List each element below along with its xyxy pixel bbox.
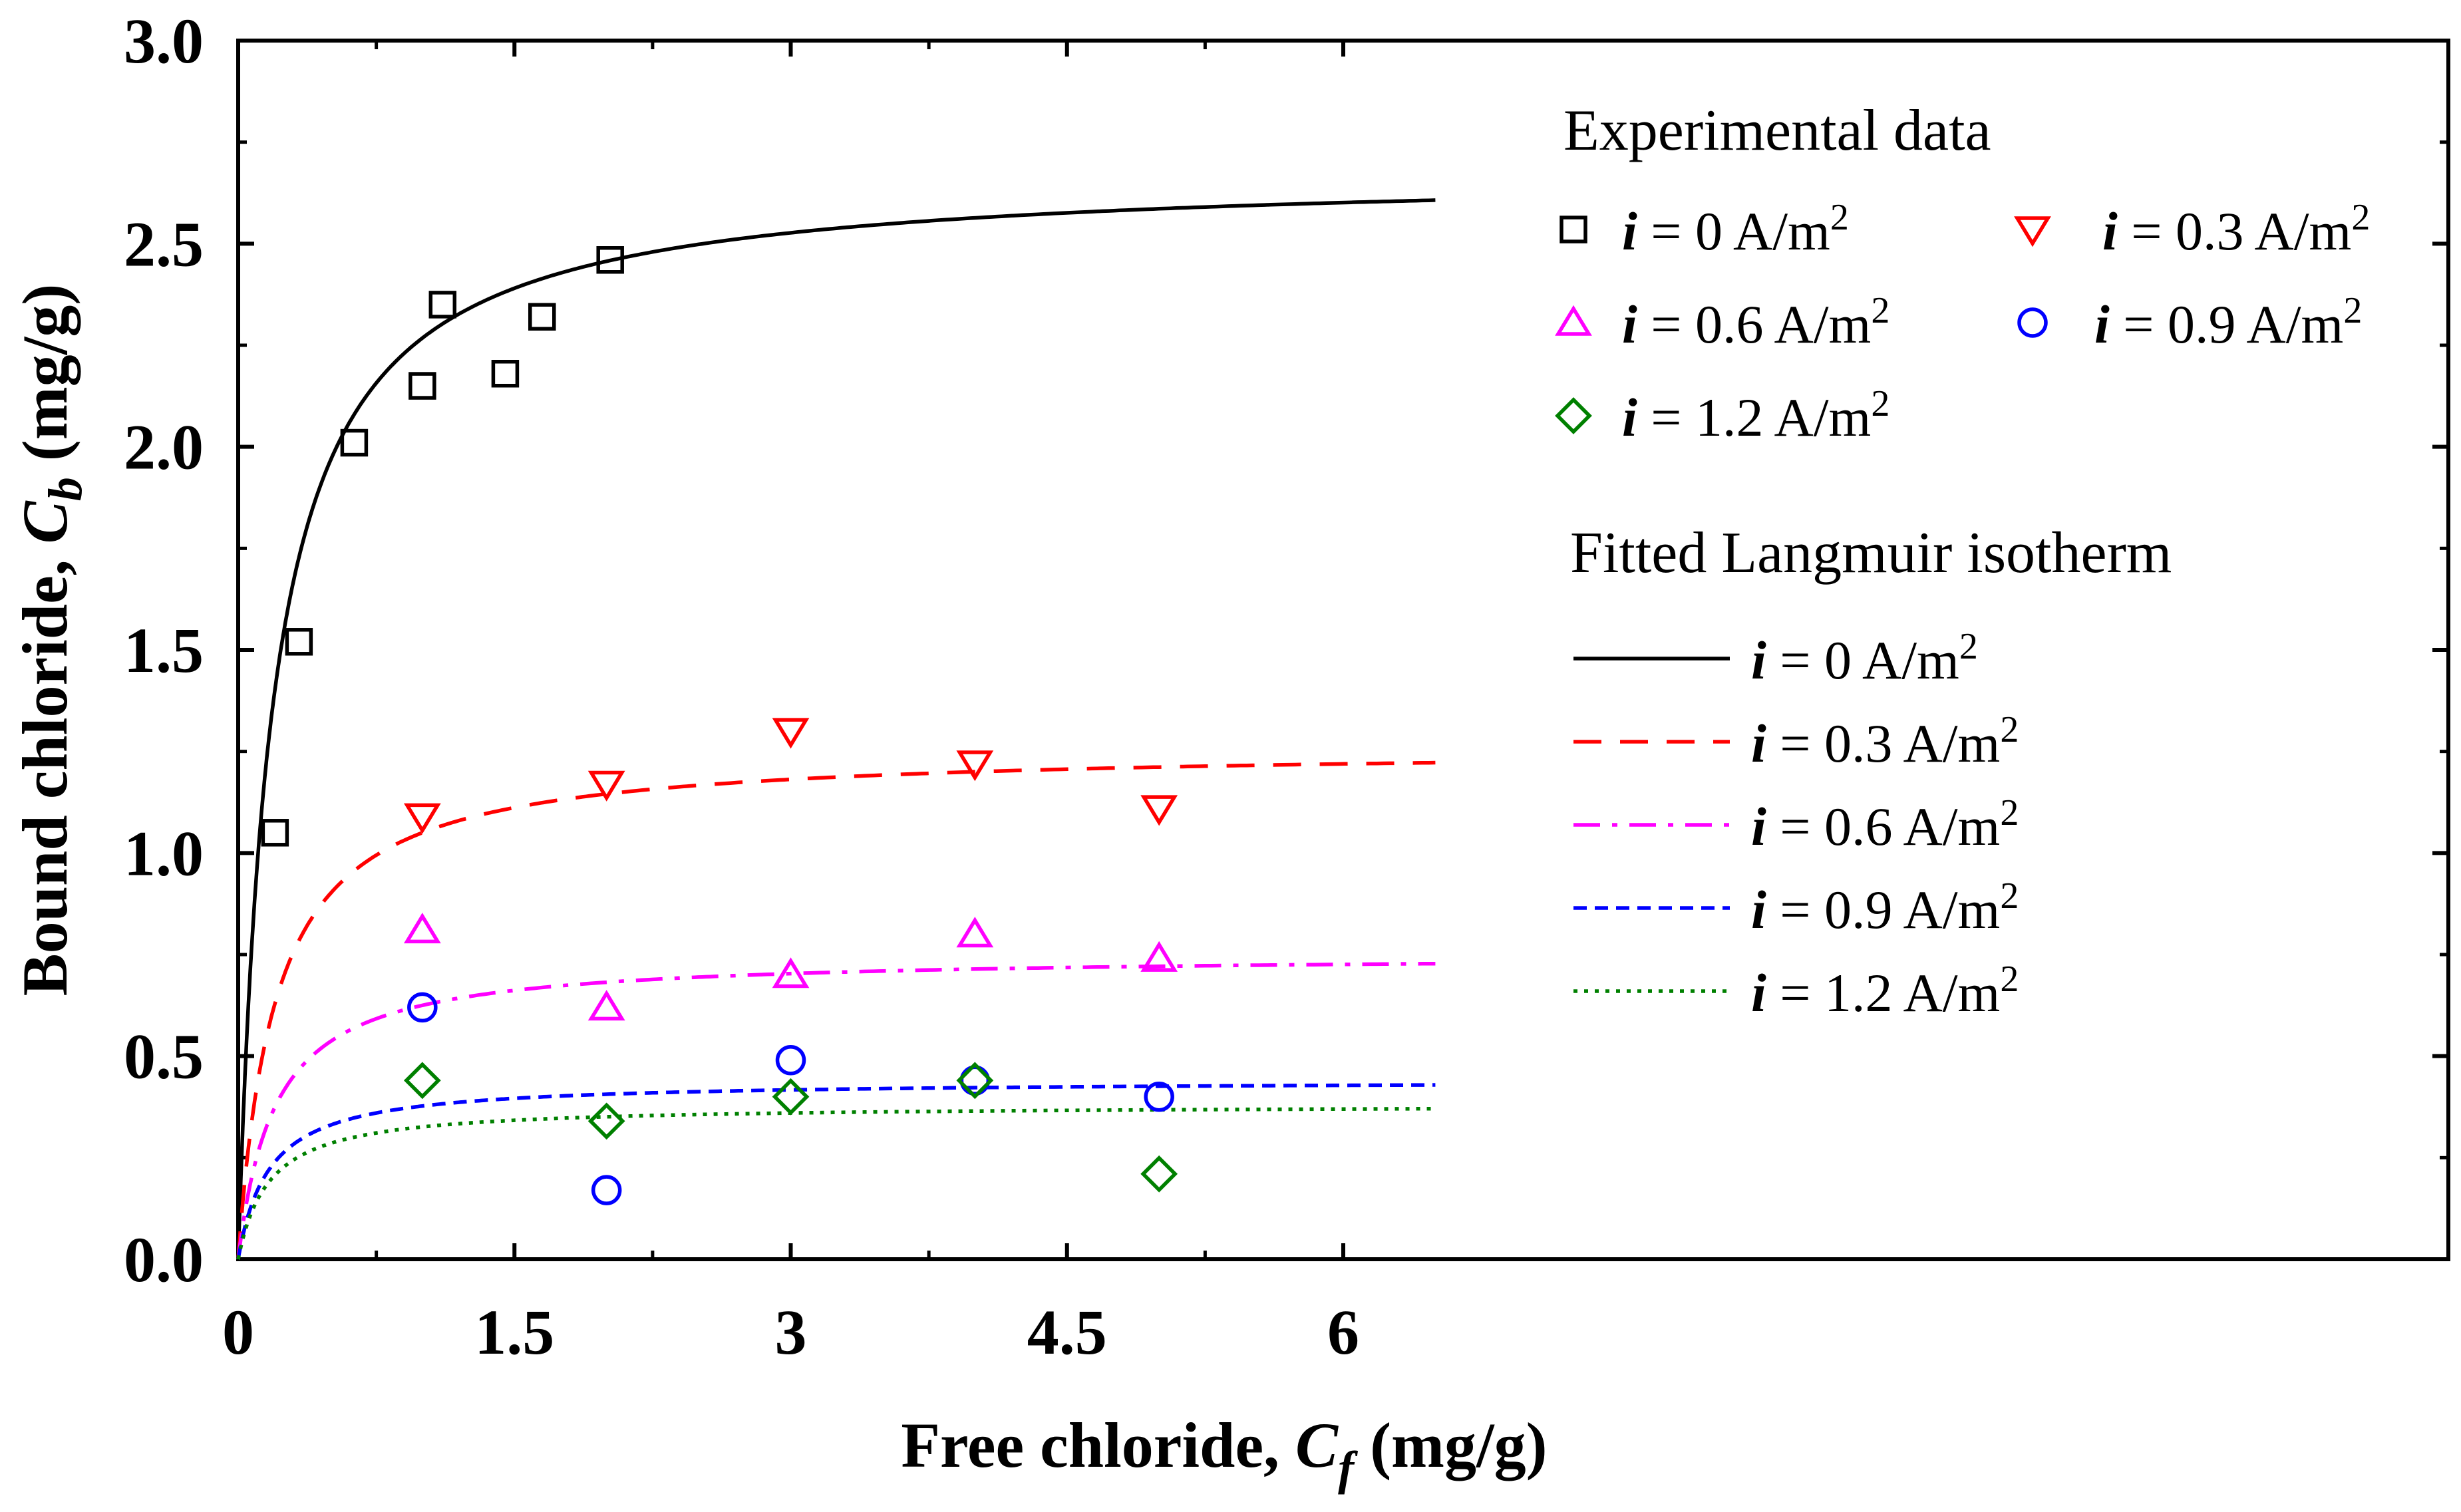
data-point-i-1.2 <box>772 1078 810 1116</box>
y-tick-label: 2.0 <box>124 412 204 483</box>
x-tick-label: 0 <box>222 1296 254 1368</box>
fit-line-i-0.3 <box>236 760 1436 1260</box>
legend-marker-i-1.2 <box>1555 397 1592 434</box>
y-tick-label: 2.5 <box>124 208 204 279</box>
data-point-i-1.2 <box>956 1062 994 1100</box>
legend-fit-label-i-0.9: i = 0.9 A/m2 <box>1751 875 2019 940</box>
data-point-i-0.3 <box>772 718 810 749</box>
data-point-i-0.6 <box>956 917 994 948</box>
data-point-i-0.6 <box>1140 941 1178 972</box>
data-point-i-1.2 <box>403 1062 441 1100</box>
data-point-i-0.3 <box>1140 795 1178 826</box>
data-point-i-0.9 <box>775 1045 806 1076</box>
data-point-i-0.6 <box>772 957 810 988</box>
data-point-i-0 <box>428 291 457 319</box>
data-point-i-0 <box>409 372 436 400</box>
legend-label-i-0: i = 0 A/m2 <box>1622 197 1849 261</box>
data-point-i-0.9 <box>959 1065 991 1096</box>
data-point-i-0.9 <box>591 1175 622 1205</box>
x-tick-label: 6 <box>1327 1296 1359 1368</box>
data-point-i-0.9 <box>1144 1081 1174 1112</box>
y-axis-label: Bound chloride, Cb (mg/g) <box>9 284 92 996</box>
data-point-i-0.3 <box>956 750 994 782</box>
data-point-i-0.3 <box>403 803 441 834</box>
axis-ticks <box>236 39 2448 1261</box>
legend-label-i-0.6: i = 0.6 A/m2 <box>1622 290 1889 355</box>
fit-line-i-0 <box>236 198 1436 1259</box>
x-axis-label: Free chloride, Cf (mg/g) <box>901 1410 1547 1495</box>
legend-label-i-0.3: i = 0.3 A/m2 <box>2102 197 2370 261</box>
data-point-i-0 <box>596 246 624 274</box>
data-point-i-0 <box>491 359 520 388</box>
legend: Experimental data i = 0 A/m2 i = 0.3 A/m2… <box>1555 98 2370 1023</box>
x-tick-label: 1.5 <box>474 1296 554 1368</box>
fit-line-i-0.9 <box>236 1083 1436 1261</box>
fit-lines <box>236 198 1436 1261</box>
y-tick-label: 0.0 <box>124 1224 204 1295</box>
data-point-i-0.9 <box>407 992 438 1023</box>
legend-marker-i-0 <box>1559 216 1587 243</box>
data-point-i-0 <box>261 819 289 847</box>
y-tick-label: 1.5 <box>124 615 204 686</box>
y-tick-label: 0.5 <box>124 1021 204 1092</box>
data-point-i-0 <box>285 628 313 656</box>
data-markers <box>261 246 1178 1205</box>
legend-fit-label-i-0.6: i = 0.6 A/m2 <box>1751 792 2019 857</box>
axis-tick-labels: 0 1.5 3 4.5 6 0.0 0.5 1.0 1.5 2.0 2.5 3.0 <box>124 5 1359 1368</box>
legend-experimental-entries: i = 0 A/m2 i = 0.3 A/m2 i = 0.6 A/m2 i = 0.… <box>1555 197 2370 448</box>
legend-fit-label-i-0: i = 0 A/m2 <box>1751 626 1978 690</box>
data-point-i-0.6 <box>403 913 441 944</box>
data-point-i-1.2 <box>587 1102 625 1140</box>
fit-line-i-0.6 <box>236 961 1436 1260</box>
legend-marker-i-0.6 <box>1555 305 1592 336</box>
legend-fitted-entries: i = 0 A/m2 i = 0.3 A/m2 i = 0.6 A/m2 i = 0.… <box>1573 626 2019 1023</box>
legend-experimental-title: Experimental data <box>1563 98 1991 163</box>
x-tick-label: 4.5 <box>1027 1296 1107 1368</box>
legend-marker-i-0.3 <box>2014 216 2051 247</box>
x-tick-label: 3 <box>775 1296 807 1368</box>
data-point-i-0.6 <box>587 990 625 1021</box>
data-point-i-0 <box>340 428 369 457</box>
data-point-i-0.3 <box>587 770 625 802</box>
data-point-i-0 <box>528 303 556 331</box>
legend-label-i-0.9: i = 0.9 A/m2 <box>2094 290 2362 355</box>
legend-fit-label-i-0.3: i = 0.3 A/m2 <box>1751 709 2019 774</box>
legend-fit-label-i-1.2: i = 1.2 A/m2 <box>1751 959 2019 1023</box>
data-point-i-1.2 <box>1140 1155 1178 1193</box>
legend-label-i-1.2: i = 1.2 A/m2 <box>1622 383 1889 448</box>
legend-fitted-title: Fitted Langmuir isotherm <box>1570 521 2172 585</box>
y-tick-label: 1.0 <box>124 818 204 889</box>
legend-marker-i-0.9 <box>2017 307 2048 338</box>
y-tick-label: 3.0 <box>124 5 204 76</box>
